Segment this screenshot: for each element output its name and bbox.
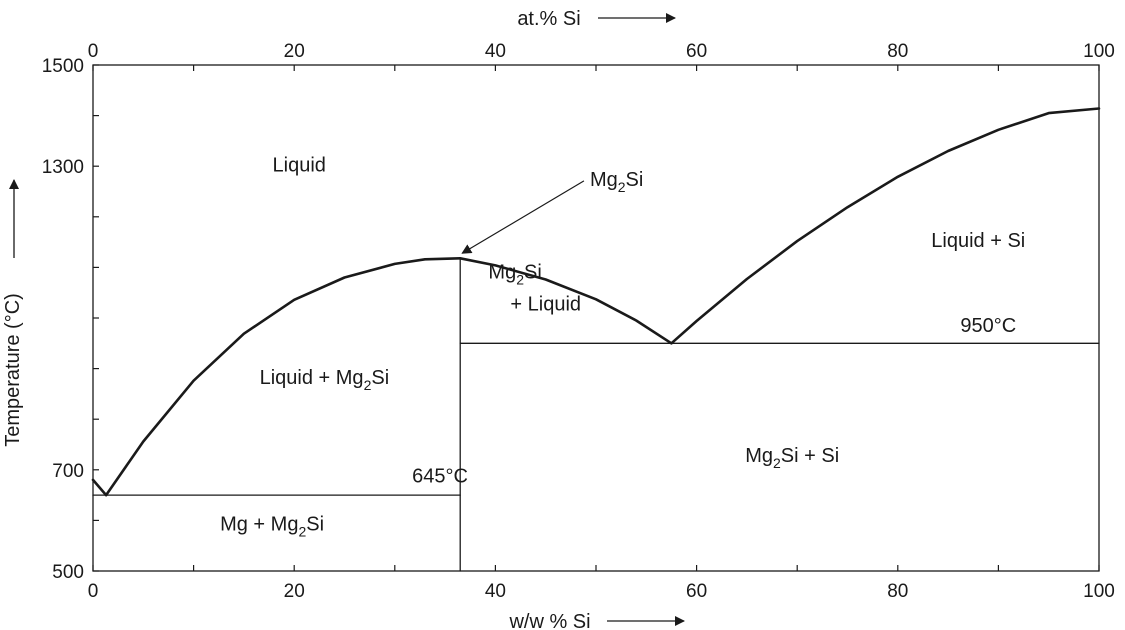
label-layer: Liquid Liquid + Si Mg2Si + Liquid Liquid + M… <box>220 154 1025 539</box>
top-axis-title: at.% Si <box>517 8 580 30</box>
annotation-mg2si: Mg2Si <box>590 169 643 195</box>
series-layer <box>91 107 1101 572</box>
series-liquidus-si-side <box>670 107 1101 345</box>
x-tick-label: 80 <box>887 581 908 602</box>
x2-tick-label: 0 <box>88 41 99 62</box>
y-tick-label: 1300 <box>42 157 84 178</box>
region-label-mg2si-liquid-line2: + Liquid <box>510 294 581 316</box>
region-label-liquid-mg2si: Liquid + Mg2Si <box>260 367 390 393</box>
y-tick-label: 500 <box>52 562 84 583</box>
isotherm-label: 950°C <box>960 315 1016 337</box>
region-label-liquid: Liquid <box>273 154 326 176</box>
region-label-mg2si-liquid: Mg2Si <box>488 262 541 288</box>
x-tick-label: 40 <box>485 581 506 602</box>
region-label-mg2si-si: Mg2Si + Si <box>745 445 839 471</box>
y-axis-title: Temperature (°C) <box>2 293 24 447</box>
left-axis: 500 700 1300 1500 <box>42 56 99 583</box>
series-liquidus-mg-side <box>104 256 462 497</box>
x2-tick-label: 20 <box>284 41 305 62</box>
x2-tick-label: 40 <box>485 41 506 62</box>
isotherm-label: 645°C <box>412 465 468 487</box>
x-tick-label: 20 <box>284 581 305 602</box>
series-liquidus-mg2si-si <box>458 256 673 345</box>
x2-tick-label: 100 <box>1083 41 1115 62</box>
x2-tick-label: 80 <box>887 41 908 62</box>
series-liquidus-mg-side-left <box>91 478 108 497</box>
x-tick-label: 0 <box>88 581 99 602</box>
region-label-liquid-si: Liquid + Si <box>931 230 1025 252</box>
x-tick-label: 100 <box>1083 581 1115 602</box>
x-tick-label: 60 <box>686 581 707 602</box>
bottom-axis: 0 20 40 60 80 100 <box>88 565 1115 602</box>
y-tick-label: 700 <box>52 461 84 482</box>
top-axis: 0 20 40 60 80 100 <box>88 41 1115 71</box>
region-label-mg-mg2si: Mg + Mg2Si <box>220 514 324 540</box>
y-tick-label: 1500 <box>42 56 84 77</box>
x-axis-title: w/w % Si <box>508 611 590 630</box>
annotation-arrow <box>461 180 585 254</box>
x2-tick-label: 60 <box>686 41 707 62</box>
